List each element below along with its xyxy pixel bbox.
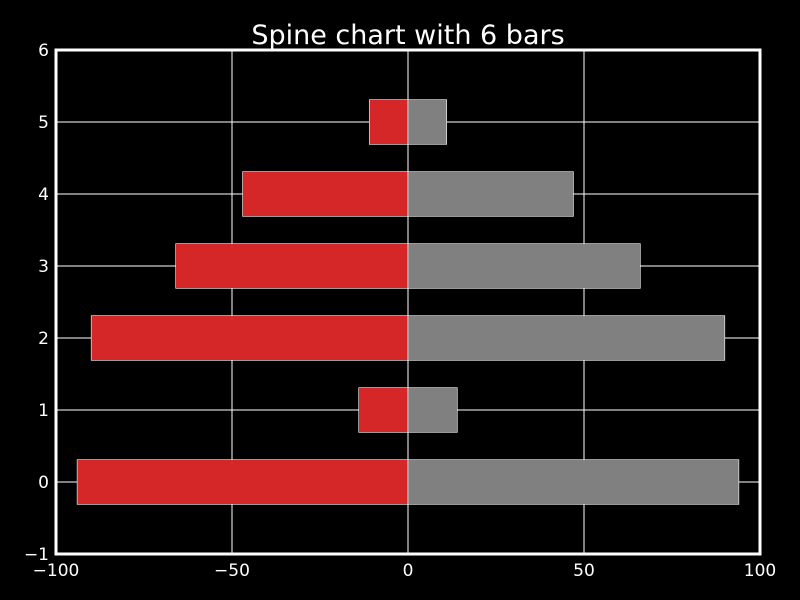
y-tick-label: 1 [38,401,49,421]
y-tick-label: 6 [38,41,49,61]
bars [76,99,740,505]
bar-left-0 [76,459,409,505]
x-axis-ticks: −100 −50 0 50 100 [33,561,777,581]
y-tick-label: 4 [38,185,49,205]
bar-right-3 [407,243,641,289]
bar-left-2 [90,315,409,361]
x-tick-label: −100 [33,561,80,581]
y-tick-label: 0 [38,473,49,493]
bar-right-0 [407,459,740,505]
x-tick-label: 100 [744,561,776,581]
bar-right-2 [407,315,726,361]
x-tick-label: 0 [403,561,414,581]
bar-right-1 [407,387,458,433]
bar-left-3 [175,243,409,289]
bar-left-4 [242,171,409,217]
chart-title: Spine chart with 6 bars [251,20,564,51]
y-axis-ticks: −1 0 1 2 3 4 5 6 [24,41,49,565]
bar-left-1 [358,387,409,433]
x-tick-label: 50 [573,561,595,581]
bar-right-4 [407,171,574,217]
y-tick-label: 2 [38,329,49,349]
bar-right-5 [407,99,448,145]
plot-frame [54,48,762,556]
x-tick-label: −50 [214,561,250,581]
y-tick-label: 5 [38,113,49,133]
bar-left-5 [368,99,409,145]
y-tick-label: 3 [38,257,49,277]
y-tick-label: −1 [24,545,49,565]
